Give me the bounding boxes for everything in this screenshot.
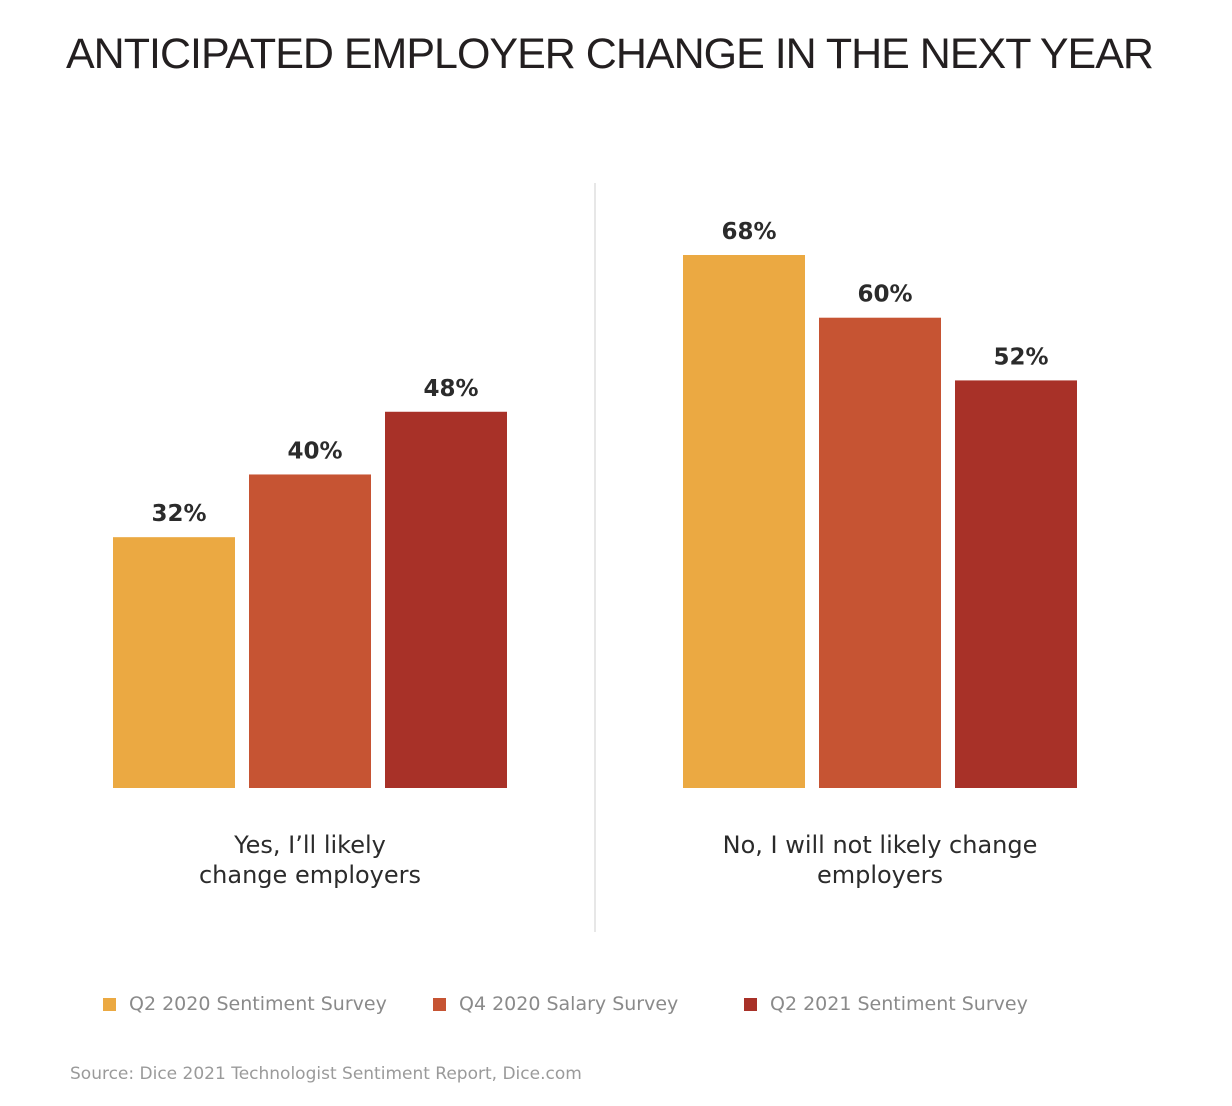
bar-q2-2020-sentiment-survey-group-2 [683,255,805,788]
legend-swatch-q4-2020 [433,997,446,1011]
value-label-q2-2020-sentiment-survey-group-1: 32% [151,501,206,527]
legend-label-q2-2020: Q2 2020 Sentiment Survey [129,993,387,1015]
bar-q2-2021-sentiment-survey-group-2 [955,380,1077,788]
legend-item-q2-2021: Q2 2021 Sentiment Survey [744,993,1028,1015]
bars-layer [113,255,1077,788]
legend-label-q4-2020: Q4 2020 Salary Survey [459,993,679,1015]
bar-q2-2021-sentiment-survey-group-1 [385,411,507,788]
value-label-q2-2020-sentiment-survey-group-2: 68% [721,219,776,245]
source-note: Source: Dice 2021 Technologist Sentiment… [70,1064,582,1084]
category-label-line-2: change employers [199,861,421,889]
legend-swatch-q2-2021 [744,997,757,1011]
legend-item-q2-2020: Q2 2020 Sentiment Survey [103,993,387,1015]
legend-label-q2-2021: Q2 2021 Sentiment Survey [770,993,1028,1015]
bar-q4-2020-salary-survey-group-2 [819,317,941,788]
bar-chart: 32% 40% 48% 68% 60% 52% Yes, I’ll likely chang… [113,183,1077,932]
legend-item-q4-2020: Q4 2020 Salary Survey [433,993,678,1015]
legend: Q2 2020 Sentiment Survey Q4 2020 Salary … [0,993,1232,1023]
bar-q2-2020-sentiment-survey-group-1 [113,537,235,788]
value-label-q4-2020-salary-survey-group-2: 60% [857,282,912,308]
category-labels-layer: Yes, I’ll likely change employers No, I wi… [199,831,1037,889]
legend-swatch-q2-2020 [103,997,116,1011]
value-label-q2-2021-sentiment-survey-group-2: 52% [993,344,1048,370]
category-label-line-1: No, I will not likely change [723,831,1038,859]
value-label-q4-2020-salary-survey-group-1: 40% [287,438,342,464]
bar-q4-2020-salary-survey-group-1 [249,474,371,788]
category-label-group-2: No, I will not likely change employers [723,831,1038,889]
value-labels-layer: 32% 40% 48% 68% 60% 52% [151,219,1048,527]
category-label-line-2: employers [817,861,943,889]
category-label-line-1: Yes, I’ll likely [233,831,386,859]
chart-title: ANTICIPATED EMPLOYER CHANGE IN THE NEXT … [66,30,1154,78]
category-label-group-1: Yes, I’ll likely change employers [199,831,421,889]
value-label-q2-2021-sentiment-survey-group-1: 48% [423,376,478,402]
